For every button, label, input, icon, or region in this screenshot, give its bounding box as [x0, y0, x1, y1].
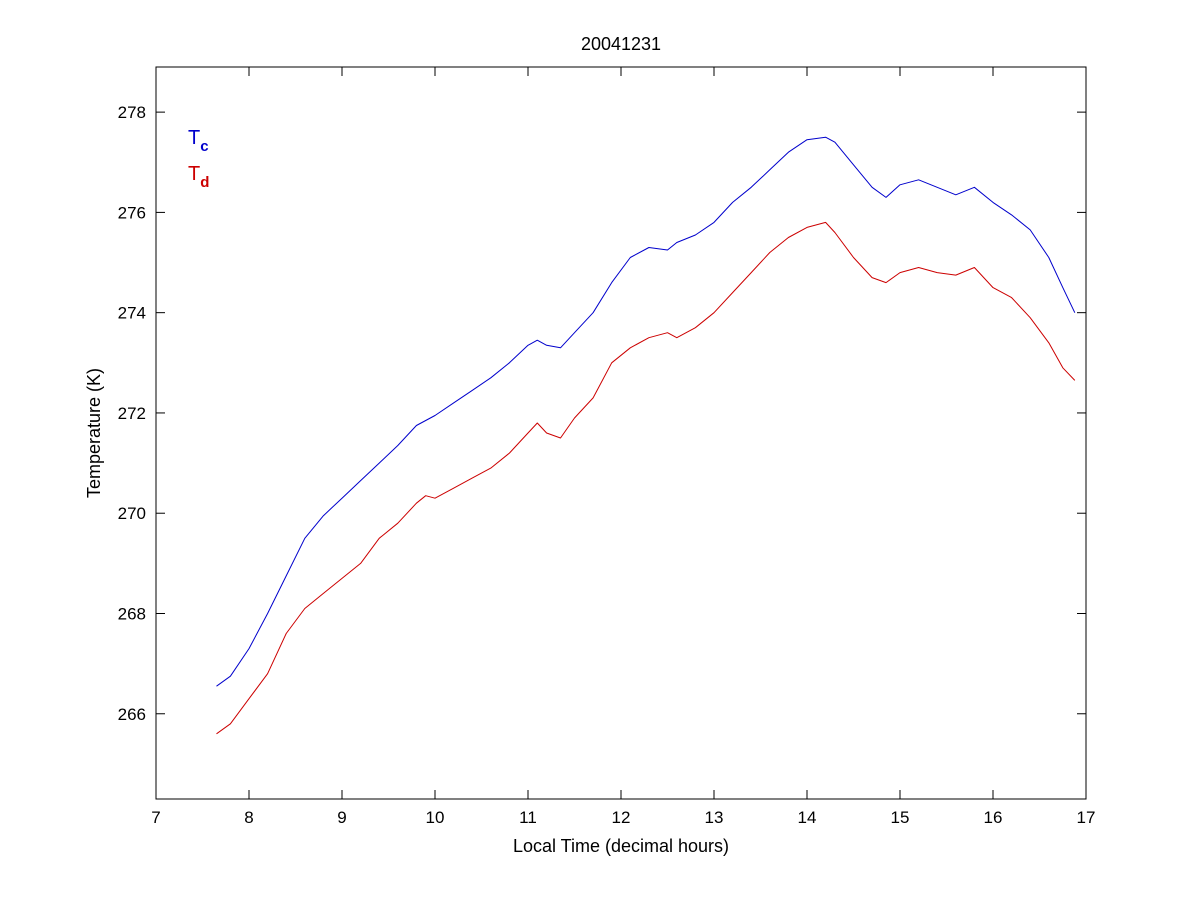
x-tick-label: 8 — [244, 808, 253, 827]
y-axis-label: Temperature (K) — [84, 368, 104, 498]
axis-ticks — [155, 67, 1087, 799]
x-tick-label: 17 — [1077, 808, 1096, 827]
series-layer — [216, 136, 1076, 735]
y-tick-label: 276 — [118, 203, 146, 222]
y-tick-label: 274 — [118, 304, 146, 323]
x-tick-label: 14 — [798, 808, 817, 827]
y-tick-label: 270 — [118, 504, 146, 523]
series-line-td — [216, 221, 1076, 735]
y-tick-label: 266 — [118, 705, 146, 724]
x-tick-label: 7 — [151, 808, 160, 827]
x-tick-label: 13 — [705, 808, 724, 827]
legend-entry-td: Td — [188, 163, 209, 191]
y-tick-label: 268 — [118, 604, 146, 623]
y-tick-label: 278 — [118, 103, 146, 122]
legend-entry-tc-subscript: c — [200, 138, 208, 155]
axis-tick-labels: 7 8 9 10 11 12 13 14 15 16 17 266 268 270 272 274 276 278 — [118, 103, 1096, 827]
plot-area — [155, 66, 1087, 800]
legend-entry-td-subscript: d — [200, 174, 209, 191]
x-tick-label: 15 — [891, 808, 910, 827]
x-tick-label: 12 — [612, 808, 631, 827]
legend-entry-tc-name: T — [188, 127, 200, 149]
legend-entry-td-name: T — [188, 163, 200, 185]
x-tick-label: 10 — [426, 808, 445, 827]
legend: Tc Td — [188, 127, 209, 191]
x-tick-label: 16 — [984, 808, 1003, 827]
series-line-tc — [216, 136, 1076, 687]
legend-entry-tc: Tc — [188, 127, 209, 155]
y-tick-label: 272 — [118, 404, 146, 423]
x-tick-label: 11 — [519, 808, 537, 827]
chart-title: 20041231 — [581, 34, 661, 54]
x-axis-label: Local Time (decimal hours) — [513, 836, 729, 856]
x-tick-label: 9 — [337, 808, 346, 827]
